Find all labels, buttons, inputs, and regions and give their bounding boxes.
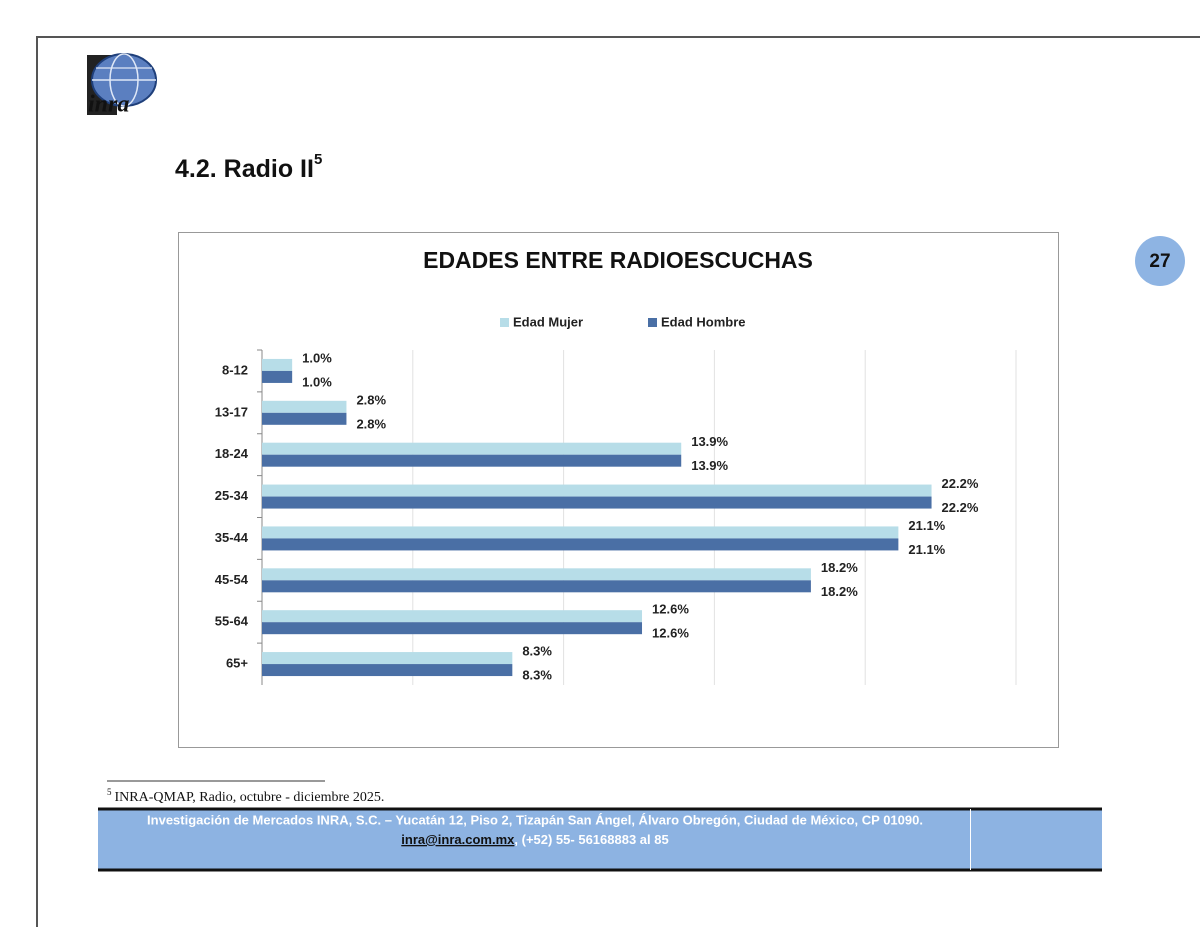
data-label: 1.0% <box>302 350 332 365</box>
data-label: 8.3% <box>522 644 552 659</box>
bar <box>262 442 682 455</box>
bar <box>262 526 899 539</box>
section-title-note: 5 <box>314 151 322 168</box>
bar <box>262 664 513 677</box>
data-label: 21.1% <box>908 542 945 557</box>
footnote-text: INRA-QMAP, Radio, octubre - diciembre 20… <box>115 790 385 805</box>
data-label: 2.8% <box>356 416 386 431</box>
data-label: 13.9% <box>691 458 728 473</box>
footer-email[interactable]: inra@inra.com.mx <box>401 832 515 847</box>
legend-swatch <box>500 318 509 327</box>
bar <box>262 580 811 593</box>
y-tick-label: 55-64 <box>215 614 249 629</box>
footnote-marker: 5 <box>107 787 112 797</box>
page-border <box>36 36 1200 927</box>
data-label: 8.3% <box>522 668 552 683</box>
y-tick-label: 18-24 <box>215 446 249 461</box>
y-tick-label: 65+ <box>226 656 248 671</box>
bar <box>262 412 347 425</box>
chart-title: EDADES ENTRE RADIOESCUCHAS <box>423 247 813 273</box>
data-label: 18.2% <box>821 560 858 575</box>
legend-label: Edad Mujer <box>513 314 583 329</box>
y-tick-label: 35-44 <box>215 530 249 545</box>
data-label: 22.2% <box>942 500 979 515</box>
y-tick-label: 13-17 <box>215 404 248 419</box>
footnote: 5 INRA-QMAP, Radio, octubre - diciembre 2… <box>107 787 384 805</box>
bar <box>262 400 347 413</box>
data-label: 12.6% <box>652 602 689 617</box>
bar <box>262 358 293 371</box>
footer-phone: , (+52) 55- 56168883 al 85 <box>514 832 668 847</box>
footer-contact: inra@inra.com.mx, (+52) 55- 56168883 al … <box>401 832 668 847</box>
footer-band <box>98 808 1102 870</box>
bar <box>262 610 643 623</box>
y-tick-label: 25-34 <box>215 488 249 503</box>
bar <box>262 538 899 551</box>
data-label: 1.0% <box>302 374 332 389</box>
bar <box>262 454 682 467</box>
data-label: 22.2% <box>942 476 979 491</box>
data-label: 21.1% <box>908 518 945 533</box>
logo: inra <box>87 53 157 118</box>
data-label: 12.6% <box>652 626 689 641</box>
data-label: 13.9% <box>691 434 728 449</box>
bar <box>262 652 513 665</box>
bar <box>262 370 293 383</box>
bar <box>262 568 811 581</box>
bar <box>262 484 932 497</box>
y-tick-label: 8-12 <box>222 362 248 377</box>
data-label: 18.2% <box>821 584 858 599</box>
section-title: 4.2. Radio II5 <box>175 151 322 183</box>
legend-swatch <box>648 318 657 327</box>
data-label: 2.8% <box>356 392 386 407</box>
bar <box>262 622 643 635</box>
chart: Edad Mujer Edad Hombre 8-12 1.0% 1.0% 13-17 2.… <box>215 314 1017 685</box>
footer-address: Investigación de Mercados INRA, S.C. – Y… <box>147 812 923 827</box>
logo-text: inra <box>88 92 129 118</box>
y-tick-label: 45-54 <box>215 572 249 587</box>
page-number-badge <box>1135 236 1185 286</box>
section-title-text: 4.2. Radio II <box>175 155 314 183</box>
legend-label: Edad Hombre <box>661 314 746 329</box>
page-number: 27 <box>1149 251 1170 272</box>
bar <box>262 496 932 509</box>
